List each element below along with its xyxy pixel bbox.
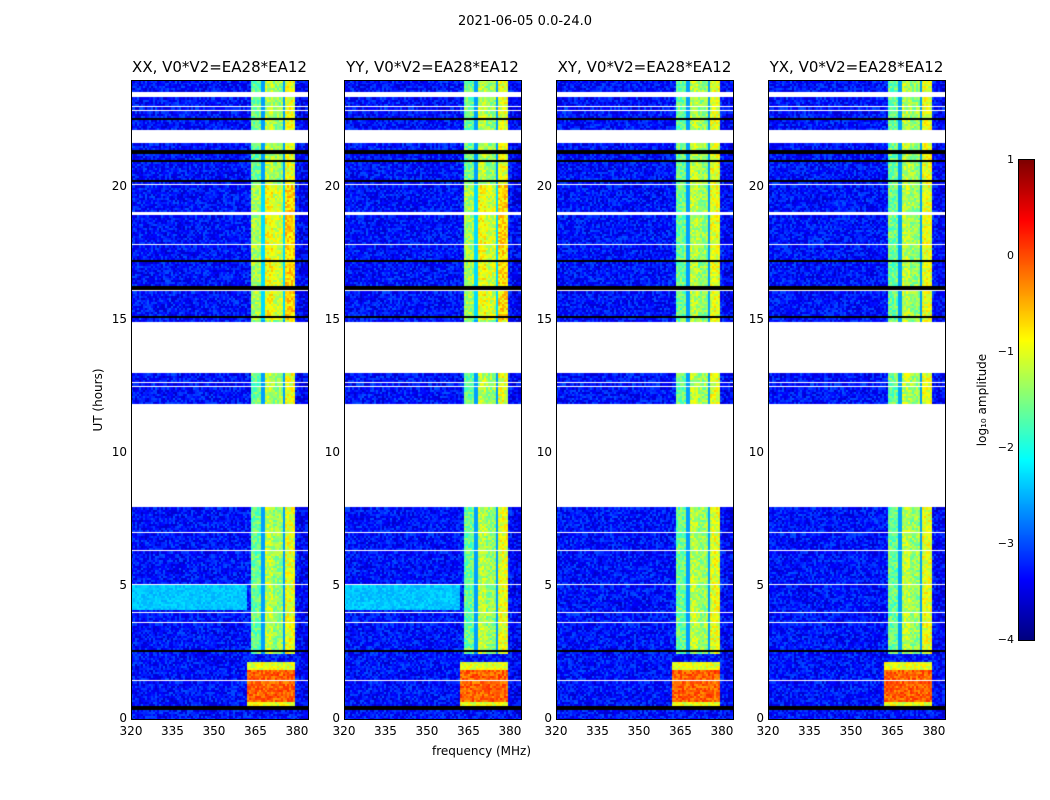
y-axis-label: UT (hours)	[91, 368, 105, 432]
colorbar-tick-label: 1	[1007, 153, 1014, 166]
x-axis-label: frequency (MHz)	[432, 744, 532, 758]
y-tick-label: 20	[536, 178, 552, 193]
x-tick-label: 335	[586, 724, 609, 738]
spectrogram-heatmap	[131, 80, 308, 719]
x-tick-label: 380	[285, 724, 309, 738]
y-tick-label: 20	[111, 178, 127, 193]
x-tick-label: 335	[374, 724, 397, 738]
panel-axes-frame	[344, 80, 522, 720]
x-tick-label: 365	[244, 724, 267, 738]
y-tick-label: 0	[544, 711, 552, 725]
x-tick-label: 365	[881, 724, 904, 738]
panel-axes-frame	[768, 80, 946, 720]
x-tick-label: 320	[119, 724, 143, 738]
x-tick-label: 320	[756, 724, 780, 738]
y-tick-label: 15	[748, 311, 764, 326]
y-tick-label: 0	[119, 711, 127, 725]
x-tick-label: 380	[710, 724, 734, 738]
y-tick-label: 5	[544, 577, 552, 592]
x-tick-label: 380	[922, 724, 946, 738]
x-tick-label: 350	[839, 724, 863, 738]
colorbar-tick-label: 0	[1007, 249, 1014, 262]
colorbar-frame	[1018, 159, 1035, 641]
y-tick-label: 5	[756, 577, 764, 592]
x-tick-label: 350	[627, 724, 651, 738]
spectrogram-heatmap	[344, 80, 521, 719]
colorbar-tick-label: −3	[997, 537, 1014, 550]
y-tick-label: 0	[756, 711, 764, 725]
colorbar	[1019, 160, 1034, 640]
x-tick-label: 350	[202, 724, 226, 738]
x-tick-label: 320	[332, 724, 356, 738]
y-tick-label: 15	[324, 311, 340, 326]
colorbar-tick-label: −2	[997, 441, 1014, 454]
y-tick-label: 10	[111, 444, 127, 459]
x-tick-label: 380	[498, 724, 522, 738]
panel-axes-frame	[131, 80, 309, 720]
y-tick-label: 15	[536, 311, 552, 326]
x-tick-label: 335	[161, 724, 184, 738]
spectrogram-heatmap	[556, 80, 733, 719]
y-tick-label: 10	[324, 444, 340, 459]
x-tick-label: 365	[669, 724, 692, 738]
y-tick-label: 10	[536, 444, 552, 459]
y-tick-label: 15	[111, 311, 127, 326]
y-tick-label: 20	[748, 178, 764, 193]
x-tick-label: 320	[544, 724, 568, 738]
y-tick-label: 0	[332, 711, 340, 725]
colorbar-label: log₁₀ amplitude	[975, 353, 989, 447]
y-tick-label: 20	[324, 178, 340, 193]
x-tick-label: 365	[457, 724, 480, 738]
spectrogram-heatmap	[768, 80, 945, 719]
y-tick-label: 5	[119, 577, 127, 592]
x-tick-label: 350	[415, 724, 439, 738]
panel-title: XX, V0*V2=EA28*EA12	[132, 58, 307, 76]
panel-title: YX, V0*V2=EA28*EA12	[769, 58, 944, 76]
panel-axes-frame	[556, 80, 734, 720]
panel-title: YY, V0*V2=EA28*EA12	[346, 58, 519, 76]
y-tick-label: 5	[332, 577, 340, 592]
colorbar-tick-label: −1	[997, 345, 1014, 358]
y-tick-label: 10	[748, 444, 764, 459]
panel-title: XY, V0*V2=EA28*EA12	[557, 58, 732, 76]
colorbar-tick-label: −4	[997, 633, 1014, 646]
x-tick-label: 335	[798, 724, 821, 738]
figure-title: 2021-06-05 0.0-24.0	[458, 14, 592, 29]
